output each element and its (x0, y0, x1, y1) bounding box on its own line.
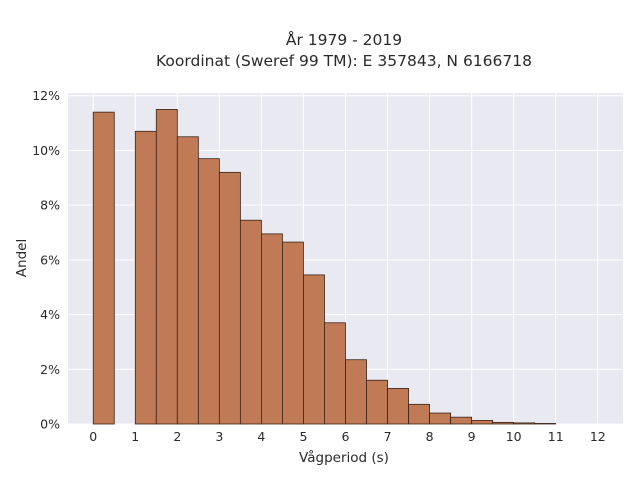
histogram-bar (513, 422, 536, 425)
histogram-bar (366, 379, 388, 425)
histogram-bar (261, 233, 283, 425)
x-tick-label: 6 (342, 429, 350, 444)
y-tick-label: 10% (32, 143, 60, 158)
histogram-bar (303, 274, 325, 425)
x-tick-labels: 0 1 2 3 4 5 6 7 8 9 10 11 12 (89, 429, 605, 444)
y-tick-label: 2% (40, 362, 60, 377)
x-tick-label: 5 (299, 429, 307, 444)
histogram-bar (218, 171, 241, 425)
x-tick-label: 0 (89, 429, 97, 444)
y-tick-label: 12% (32, 88, 60, 103)
x-tick-label: 7 (384, 429, 392, 444)
y-tick-label: 6% (40, 252, 60, 267)
x-tick-label: 4 (257, 429, 265, 444)
histogram-bar (534, 423, 557, 425)
bars (92, 109, 557, 425)
y-tick-label: 0% (40, 417, 60, 432)
histogram-bar (239, 219, 262, 425)
histogram-bar (324, 322, 346, 425)
y-tick-label: 8% (40, 198, 60, 213)
histogram-bar (197, 158, 220, 425)
histogram-bar (92, 111, 115, 425)
x-tick-label: 10 (506, 429, 522, 444)
x-tick-label: 8 (426, 429, 434, 444)
x-tick-label: 12 (590, 429, 606, 444)
histogram-bar (176, 136, 199, 425)
histogram-bar (345, 359, 367, 425)
histogram-bar (282, 241, 304, 425)
x-axis-label: Vågperiod (s) (299, 449, 389, 466)
histogram-bar (134, 130, 157, 425)
y-tick-label: 4% (40, 307, 60, 322)
histogram-bar (450, 416, 473, 425)
histogram-bar (429, 412, 452, 425)
histogram-bar (387, 388, 409, 425)
x-tick-label: 9 (468, 429, 476, 444)
x-tick-label: 11 (548, 429, 564, 444)
y-tick-labels: 0% 2% 4% 6% 8% 10% 12% (32, 88, 60, 431)
chart-title-line2: Koordinat (Sweref 99 TM): E 357843, N 61… (156, 52, 532, 70)
x-tick-label: 2 (173, 429, 181, 444)
histogram-bar (492, 421, 515, 425)
histogram-bar (471, 420, 494, 425)
histogram-bar (155, 109, 178, 425)
y-axis-label: Andel (14, 239, 30, 277)
chart-title-line1: År 1979 - 2019 (286, 30, 402, 49)
x-tick-label: 3 (215, 429, 223, 444)
histogram-bar (408, 403, 430, 425)
x-tick-label: 1 (131, 429, 139, 444)
